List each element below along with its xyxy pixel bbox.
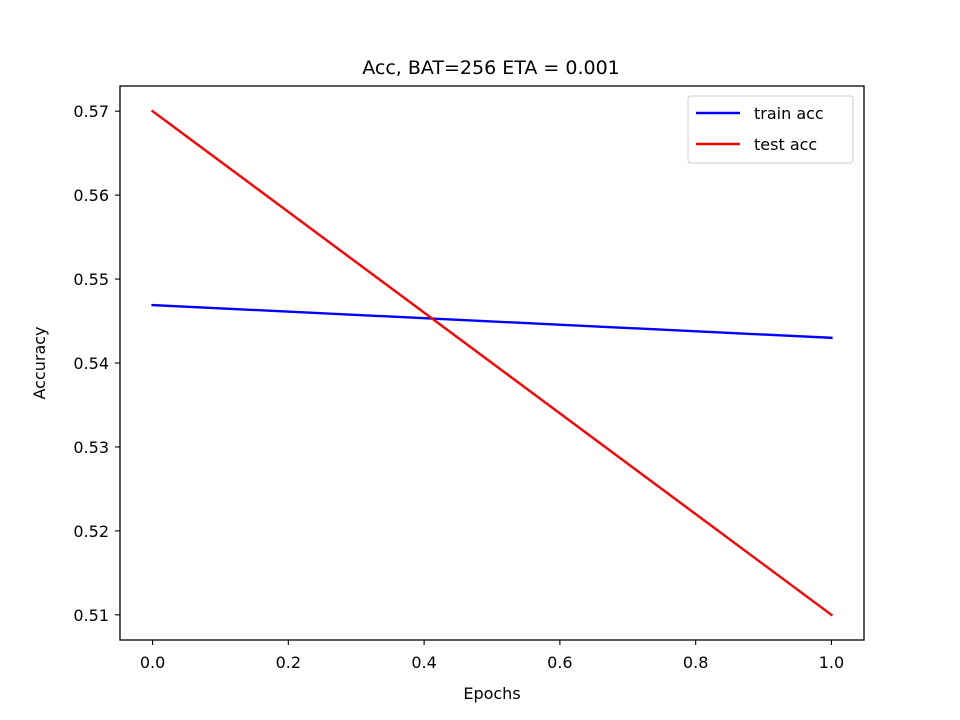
x-axis-label: Epochs bbox=[463, 684, 520, 703]
series-line-train-acc bbox=[151, 303, 833, 340]
x-tick-label: 0.0 bbox=[140, 653, 165, 672]
y-tick-label: 0.56 bbox=[73, 186, 109, 205]
legend: train acc test acc bbox=[687, 95, 854, 164]
x-tick-label: 0.4 bbox=[411, 653, 436, 672]
y-tick-label: 0.54 bbox=[73, 354, 109, 373]
x-tick-label: 0.8 bbox=[683, 653, 708, 672]
series-layer bbox=[150, 109, 834, 617]
y-tick-label: 0.53 bbox=[73, 438, 109, 457]
y-tick-label: 0.57 bbox=[73, 102, 109, 121]
chart-title: Acc, BAT=256 ETA = 0.001 bbox=[362, 57, 620, 79]
series-line-test-acc bbox=[150, 109, 834, 617]
y-axis-ticks: 0.51 0.52 0.53 0.54 0.55 0.56 0.57 bbox=[73, 102, 120, 625]
x-tick-label: 0.6 bbox=[547, 653, 572, 672]
legend-train-acc-label: train acc bbox=[754, 104, 824, 123]
y-tick-label: 0.51 bbox=[73, 606, 109, 625]
x-axis-ticks: 0.0 0.2 0.4 0.6 0.8 1.0 bbox=[140, 640, 844, 672]
y-axis-label: Accuracy bbox=[30, 326, 49, 399]
legend-test-acc-label: test acc bbox=[754, 135, 817, 154]
x-tick-label: 1.0 bbox=[819, 653, 844, 672]
x-tick-label: 0.2 bbox=[276, 653, 301, 672]
y-tick-label: 0.55 bbox=[73, 270, 109, 289]
y-tick-label: 0.52 bbox=[73, 522, 109, 541]
